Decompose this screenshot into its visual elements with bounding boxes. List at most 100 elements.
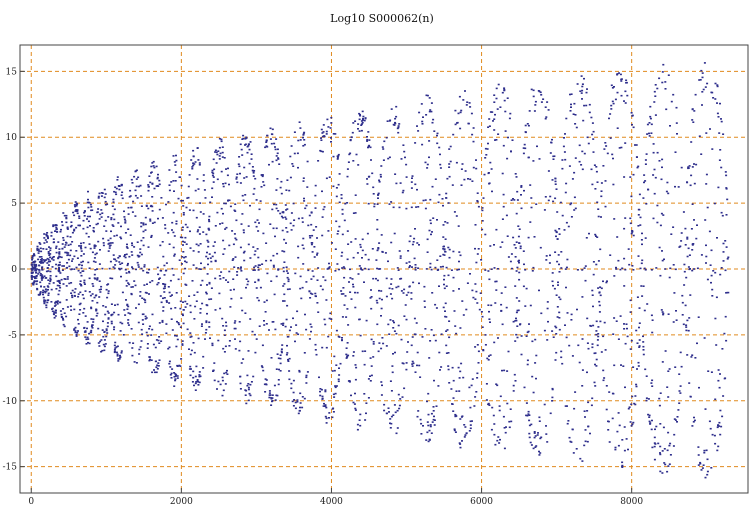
data-point — [495, 289, 498, 291]
data-point — [555, 294, 558, 296]
data-point — [86, 336, 89, 339]
data-point — [642, 197, 645, 199]
data-point — [532, 266, 535, 269]
data-point — [174, 334, 176, 337]
data-point — [301, 286, 304, 289]
data-point — [320, 128, 323, 131]
data-point — [168, 362, 171, 365]
data-point — [530, 88, 533, 91]
data-point — [270, 142, 273, 145]
data-point — [346, 356, 349, 358]
data-point — [285, 353, 288, 356]
data-point — [234, 256, 237, 258]
data-point — [37, 268, 40, 271]
data-point — [116, 345, 119, 348]
data-point — [538, 416, 541, 419]
data-point — [493, 101, 496, 103]
data-point — [701, 91, 704, 93]
data-point — [471, 420, 473, 422]
data-point — [513, 373, 516, 376]
data-point — [58, 248, 61, 250]
data-point — [207, 241, 210, 243]
data-point — [95, 309, 98, 312]
data-point — [98, 345, 101, 347]
data-point — [60, 278, 63, 281]
data-point — [275, 203, 278, 206]
data-point — [115, 234, 118, 237]
data-point — [223, 372, 226, 375]
data-point — [517, 225, 520, 227]
data-point — [667, 313, 670, 315]
data-point — [221, 317, 224, 320]
data-point — [110, 314, 113, 317]
data-point — [488, 118, 491, 120]
data-point — [71, 289, 74, 292]
data-point — [152, 343, 155, 346]
data-point — [444, 302, 447, 305]
data-point — [109, 244, 112, 247]
data-point — [111, 224, 114, 226]
data-point — [286, 288, 289, 291]
data-point — [294, 272, 297, 275]
data-point — [84, 330, 87, 332]
data-point — [252, 269, 255, 271]
data-point — [442, 265, 444, 268]
data-point — [615, 266, 617, 269]
data-point — [604, 142, 607, 144]
data-point — [67, 244, 70, 246]
data-point — [259, 286, 262, 289]
data-point — [472, 166, 475, 169]
data-point — [407, 250, 410, 252]
data-point — [462, 99, 465, 101]
data-point — [647, 413, 650, 416]
data-point — [113, 258, 116, 260]
data-point — [644, 269, 647, 271]
data-point — [439, 369, 441, 371]
data-point — [90, 307, 93, 310]
data-point — [66, 226, 69, 229]
data-point — [367, 146, 369, 149]
data-point — [481, 220, 484, 222]
data-point — [164, 269, 167, 272]
data-point — [346, 342, 349, 344]
data-point — [205, 328, 208, 331]
data-point — [110, 230, 112, 233]
data-point — [603, 321, 606, 324]
data-point — [198, 162, 201, 164]
data-point — [599, 286, 602, 288]
data-point — [494, 302, 497, 304]
data-point — [75, 266, 78, 269]
data-point — [469, 178, 472, 181]
data-point — [175, 154, 177, 157]
data-point — [574, 123, 577, 125]
data-point — [261, 175, 264, 178]
data-point — [395, 432, 398, 435]
data-point — [120, 194, 123, 196]
data-point — [205, 321, 208, 324]
data-point — [150, 236, 153, 238]
data-point — [439, 163, 442, 166]
data-point — [683, 263, 686, 266]
data-point — [290, 382, 293, 385]
data-point — [285, 227, 288, 229]
data-point — [85, 232, 88, 235]
data-point — [342, 293, 345, 295]
data-point — [54, 224, 57, 226]
data-point — [170, 372, 173, 375]
data-point — [560, 251, 563, 253]
data-point — [476, 344, 479, 346]
data-point — [605, 385, 608, 387]
data-point — [570, 93, 573, 95]
data-point — [58, 289, 61, 292]
data-point — [425, 94, 428, 97]
data-point — [249, 318, 252, 320]
data-point — [359, 267, 362, 269]
data-point — [650, 132, 653, 134]
data-point — [517, 235, 520, 238]
data-point — [96, 277, 99, 279]
data-point — [63, 312, 66, 314]
data-point — [327, 267, 330, 269]
data-point — [182, 205, 185, 207]
data-point — [523, 386, 526, 389]
data-point — [424, 161, 427, 164]
